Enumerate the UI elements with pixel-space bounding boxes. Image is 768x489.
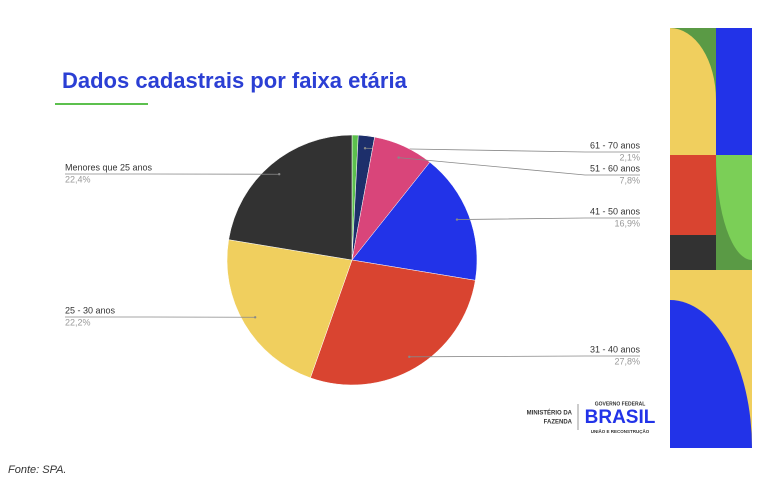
decorative-strip — [670, 28, 752, 448]
value-label: 2,1% — [619, 152, 640, 162]
leader-dot — [254, 316, 256, 318]
slice-label: 61 - 70 anos — [590, 140, 641, 150]
value-label: 27,8% — [614, 356, 640, 366]
source: Fonte: SPA. — [8, 464, 67, 476]
logo-ministry: MINISTÉRIO DA — [527, 409, 573, 417]
slice-label: 31 - 40 anos — [590, 344, 641, 354]
logo-ministry: FAZENDA — [544, 420, 573, 426]
deco — [716, 28, 752, 155]
slice-label: 51 - 60 anos — [590, 163, 641, 173]
value-label: 22,2% — [65, 317, 91, 327]
value-label: 22,4% — [65, 174, 91, 184]
chart-title: Dados cadastrais por faixa etária — [62, 68, 408, 93]
leader-dot — [408, 356, 410, 358]
slice-label: Menores que 25 anos — [65, 162, 153, 172]
value-label: 16,9% — [614, 218, 640, 228]
logo-brand: BRASIL — [585, 407, 656, 428]
leader-dot — [397, 156, 399, 158]
leader-dot — [278, 173, 280, 175]
leader-dot — [364, 147, 366, 149]
slice-label: 41 - 50 anos — [590, 206, 641, 216]
deco — [670, 235, 716, 270]
value-label: 7,8% — [619, 175, 640, 185]
slice-label: 25 - 30 anos — [65, 305, 116, 315]
leader-dot — [456, 218, 458, 220]
logo-bottom: UNIÃO E RECONSTRUÇÃO — [591, 428, 650, 434]
